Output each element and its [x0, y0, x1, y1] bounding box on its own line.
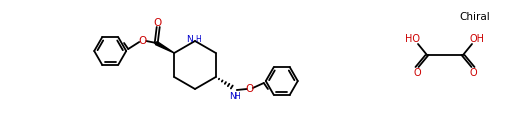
Text: OH: OH: [470, 34, 484, 44]
Text: HO: HO: [406, 34, 420, 44]
Text: N: N: [186, 35, 193, 44]
Text: H: H: [195, 35, 201, 44]
Polygon shape: [155, 41, 174, 53]
Text: O: O: [413, 68, 421, 78]
Text: Chiral: Chiral: [459, 12, 490, 22]
Text: O: O: [138, 36, 146, 46]
Text: O: O: [469, 68, 477, 78]
Text: N: N: [229, 92, 236, 101]
Text: O: O: [246, 84, 254, 94]
Text: H: H: [234, 92, 240, 101]
Text: O: O: [153, 18, 161, 28]
